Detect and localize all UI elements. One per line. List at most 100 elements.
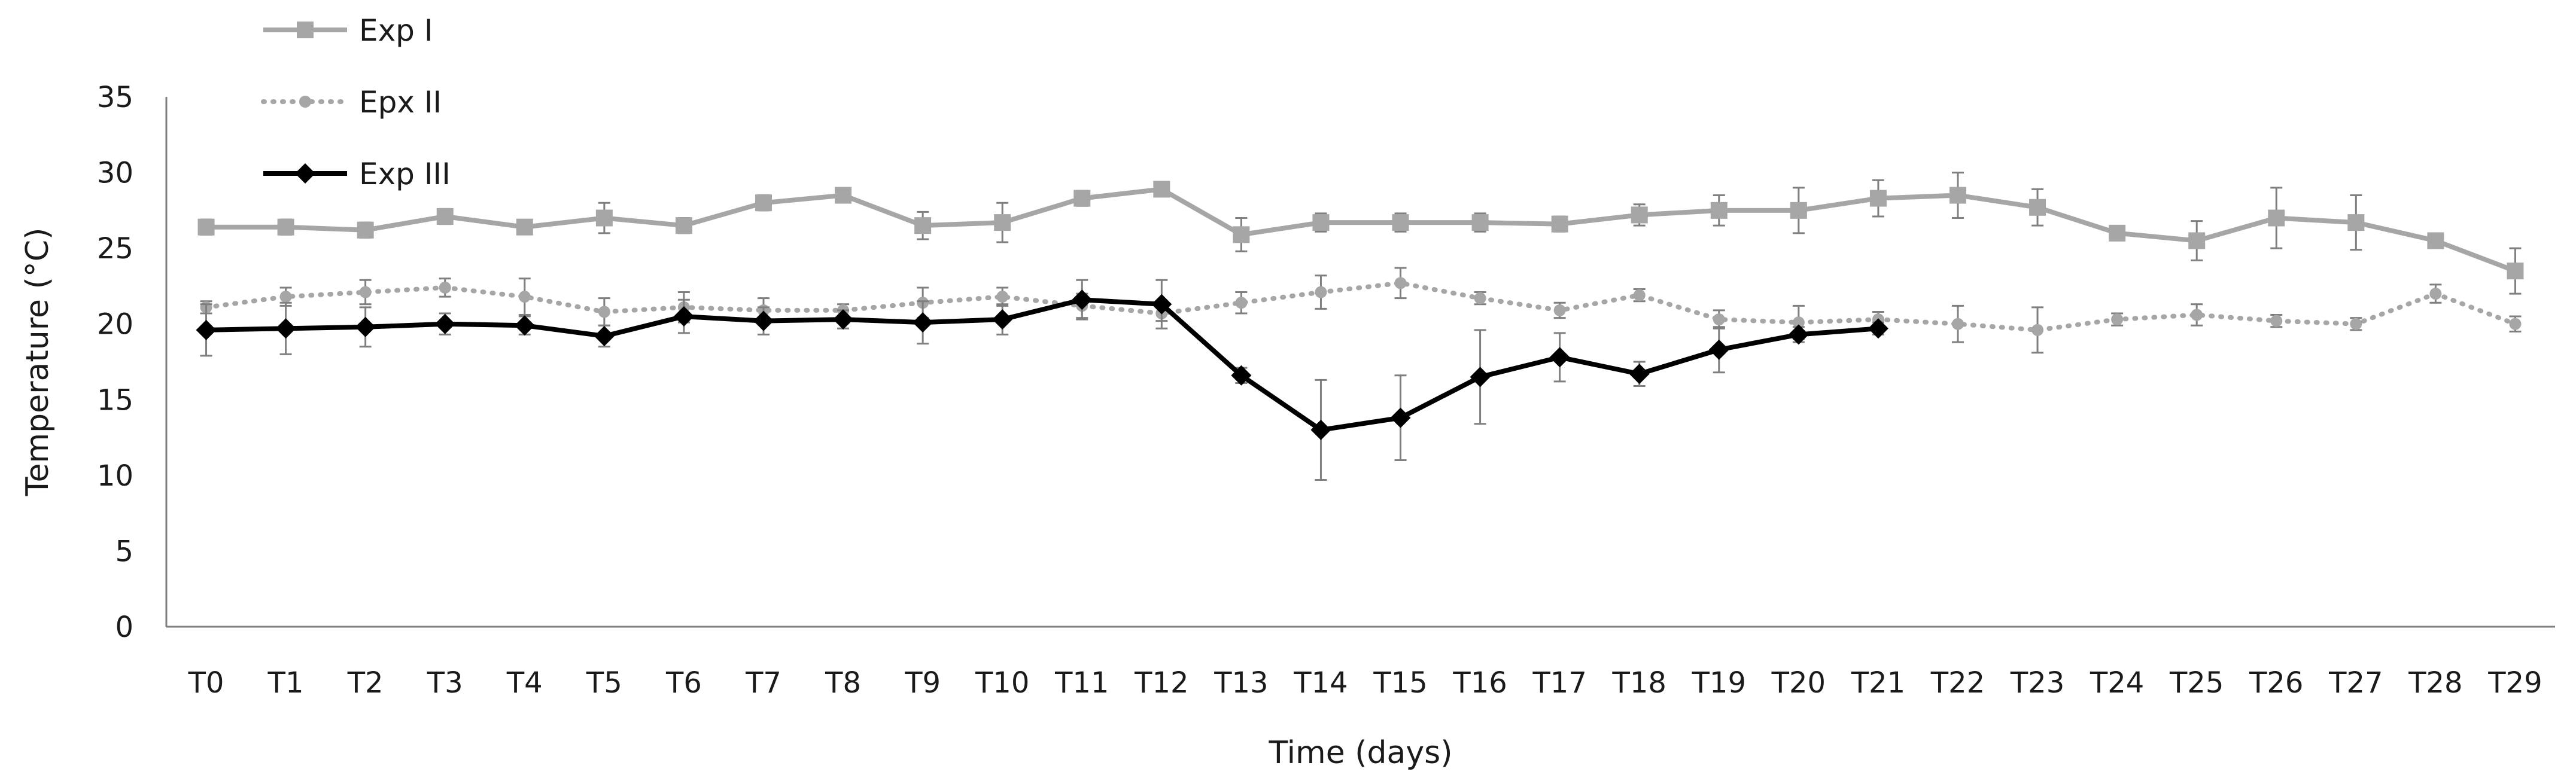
data-point	[2029, 199, 2046, 216]
data-point	[1792, 316, 1805, 329]
data-point	[436, 208, 454, 225]
x-axis-title: Time (days)	[1268, 735, 1452, 771]
data-point	[1868, 318, 1888, 339]
data-point	[1231, 365, 1252, 386]
data-point	[2350, 318, 2362, 330]
data-point	[1151, 294, 1172, 315]
data-point	[2188, 232, 2206, 249]
data-point	[2509, 318, 2522, 330]
x-tick-label: T25	[2169, 666, 2224, 700]
y-tick-label: 25	[97, 232, 133, 266]
data-point	[2191, 309, 2203, 321]
data-point	[439, 281, 451, 294]
axes	[165, 97, 2555, 628]
x-tick-label: T18	[1612, 666, 1666, 700]
x-tick-label: T2	[347, 666, 384, 700]
y-tick-label: 10	[97, 459, 133, 493]
data-point	[434, 313, 455, 334]
series-group	[196, 172, 2524, 481]
x-tick-labels: T0 T1 T2 T3 T4 T5 T6 T7 T8 T9 T10 T11 T12 T13 T14 T15 T1…	[188, 666, 2542, 700]
x-tick-label: T24	[2090, 666, 2144, 700]
y-tick-label: 20	[97, 308, 133, 341]
data-point	[1471, 214, 1489, 231]
data-point	[1394, 277, 1407, 289]
data-point	[279, 291, 292, 303]
data-point	[833, 309, 854, 330]
data-point	[595, 209, 613, 227]
data-point	[2507, 263, 2524, 280]
series-2	[200, 267, 2522, 354]
series-line	[206, 187, 2516, 273]
legend-label: Exp I	[359, 13, 433, 48]
data-point	[514, 315, 535, 336]
y-tick-label: 15	[97, 383, 133, 417]
series-1	[197, 172, 2524, 295]
data-point	[1790, 202, 1807, 219]
legend-item: Exp I	[263, 13, 433, 48]
data-point	[1235, 297, 1248, 309]
data-point	[675, 217, 692, 234]
x-tick-label: T10	[975, 666, 1029, 700]
data-point	[996, 291, 1009, 303]
data-point	[913, 312, 933, 333]
x-tick-label: T0	[188, 666, 224, 700]
data-point	[1713, 313, 1725, 326]
data-point	[1474, 292, 1486, 304]
data-point	[2270, 315, 2283, 327]
legend-marker	[299, 96, 311, 108]
data-point	[1631, 206, 1648, 224]
data-point	[1390, 407, 1411, 428]
data-point	[277, 218, 294, 236]
data-point	[1788, 324, 1809, 345]
data-point	[2427, 232, 2444, 249]
data-point	[2268, 209, 2285, 227]
data-point	[2347, 214, 2365, 231]
series-3	[196, 279, 1888, 481]
legend-marker	[297, 22, 314, 38]
x-tick-label: T29	[2487, 666, 2542, 700]
x-tick-label: T7	[745, 666, 781, 700]
data-point	[1233, 226, 1250, 243]
data-point	[1952, 318, 1964, 330]
data-point	[1153, 181, 1170, 198]
x-tick-label: T27	[2328, 666, 2383, 700]
x-tick-label: T9	[904, 666, 941, 700]
data-point	[2031, 324, 2044, 336]
x-tick-label: T11	[1054, 666, 1109, 700]
x-tick-label: T13	[1214, 666, 1268, 700]
data-point	[1310, 419, 1331, 440]
y-tick-label: 35	[97, 81, 133, 114]
legend: Exp I Epx II Exp III	[261, 13, 451, 191]
data-point	[914, 217, 932, 234]
data-point	[1551, 215, 1568, 233]
data-point	[1072, 289, 1093, 310]
x-tick-label: T4	[506, 666, 543, 700]
data-point	[755, 194, 772, 212]
data-point	[196, 319, 217, 340]
x-tick-label: T17	[1532, 666, 1586, 700]
data-point	[992, 309, 1013, 330]
data-point	[1633, 289, 1646, 301]
data-point	[1629, 364, 1650, 385]
data-point	[594, 325, 615, 346]
data-point	[355, 316, 376, 337]
data-point	[1392, 214, 1409, 231]
x-tick-label: T28	[2408, 666, 2462, 700]
x-tick-label: T15	[1373, 666, 1427, 700]
data-point	[994, 214, 1011, 231]
data-point	[275, 318, 296, 339]
data-point	[1312, 214, 1330, 231]
data-point	[1073, 190, 1091, 207]
legend-item: Epx II	[261, 85, 442, 120]
series-line	[206, 297, 1879, 432]
legend-label: Exp III	[359, 157, 451, 191]
data-point	[516, 218, 533, 236]
data-point	[2109, 224, 2126, 242]
data-point	[1549, 347, 1570, 368]
data-point	[1869, 190, 1887, 207]
data-point	[1553, 304, 1566, 316]
data-point	[2111, 313, 2124, 326]
data-point	[673, 306, 694, 327]
data-point	[753, 310, 774, 331]
data-point	[1315, 286, 1327, 298]
